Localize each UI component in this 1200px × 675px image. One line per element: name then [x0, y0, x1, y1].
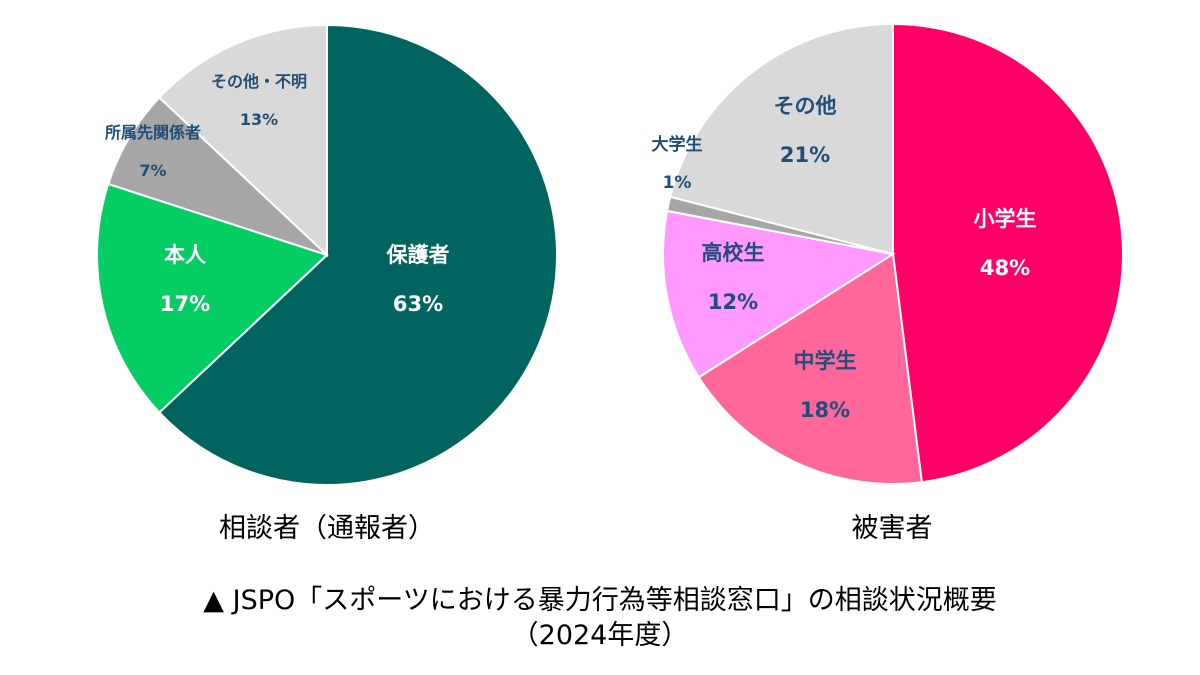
pie-1-slice-3-value: 1%	[663, 173, 692, 193]
pie-0-slice-1	[96, 182, 329, 414]
pie-1-slice-4-value: 21%	[780, 143, 830, 167]
pie-1-slice-2	[662, 209, 896, 379]
pie-1-slice-1	[697, 252, 923, 485]
pie-1-slice-0-value: 48%	[980, 256, 1030, 280]
pie-0-slice-2	[106, 96, 328, 256]
pie-0-slice-0	[157, 23, 558, 486]
pie-1-slice-1-value: 18%	[800, 398, 850, 422]
pie-0-slice-0-value: 63%	[393, 292, 443, 316]
pie-0-slice-3-value: 13%	[240, 110, 278, 129]
left-chart-title: 相談者（通報者）	[219, 513, 435, 544]
figure-caption-year: （2024年度）	[511, 620, 689, 651]
pie-0-slice-1-value: 17%	[160, 292, 210, 316]
pie-0-slice-2-value: 7%	[139, 161, 166, 180]
pie-consulter: 保護者 63% 本人 17% 所属先関係者 7% その他・不明 13%	[96, 23, 558, 486]
pie-0-slice-3	[157, 23, 328, 258]
pie-1-slice-2-value: 12%	[708, 290, 758, 314]
pie-victim: 小学生 48% 中学生 18% 高校生 12% 大学生 1% その他 21%	[652, 22, 1124, 485]
pie-1-slice-1-label: 中学生	[794, 349, 857, 373]
pie-0-slice-1-label: 本人	[164, 243, 206, 267]
pie-1-slice-4-label: その他	[774, 94, 837, 118]
right-chart-title: 被害者	[851, 513, 933, 544]
pie-0-slice-2-label: 所属先関係者	[105, 123, 201, 142]
pie-1-slice-4	[669, 22, 894, 256]
pie-1-slice-0	[892, 22, 1124, 484]
pie-1-slice-3-label: 大学生	[652, 134, 703, 155]
pie-0-slice-0-label: 保護者	[386, 243, 450, 267]
figure-caption: ▲ JSPO「スポーツにおける暴力行為等相談窓口」の相談状況概要	[203, 585, 997, 616]
pie-1-slice-2-label: 高校生	[702, 241, 765, 265]
pie-1-slice-0-label: 小学生	[974, 207, 1037, 231]
pie-0-slice-3-label: その他・不明	[211, 72, 307, 91]
